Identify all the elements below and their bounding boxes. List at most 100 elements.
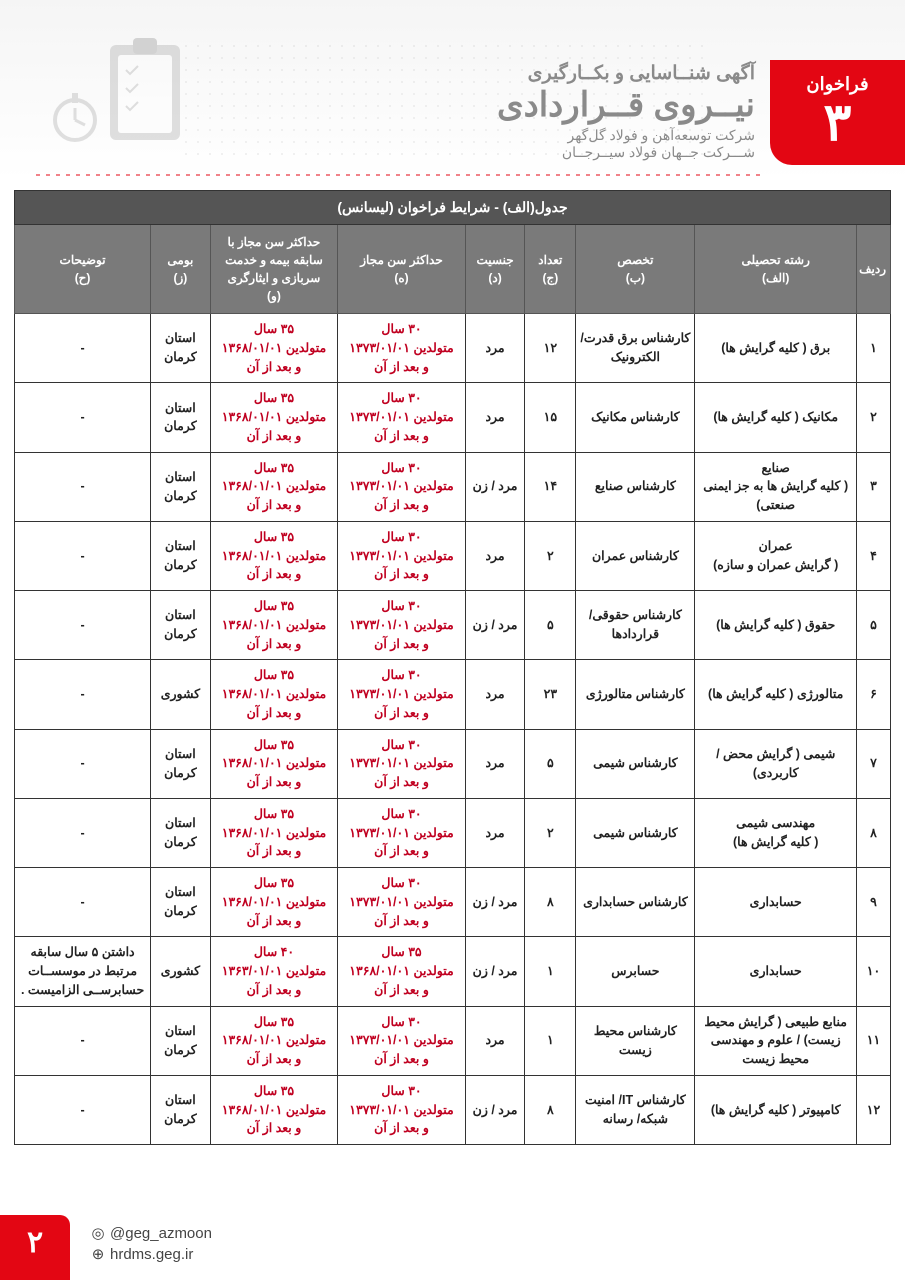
cell-age1: ۳۰ سالمتولدین ۱۳۷۳/۰۱/۰۱و بعد از آن bbox=[338, 591, 466, 660]
instagram-icon: ◎ bbox=[90, 1223, 106, 1244]
globe-icon: ⊕ bbox=[90, 1244, 106, 1265]
table-row: ۹حسابداریکارشناس حسابداری۸مرد / زن۳۰ سال… bbox=[15, 868, 891, 937]
cell-notes: - bbox=[15, 1006, 151, 1075]
table-row: ۷شیمی ( گرایش محض / کاربردی)کارشناس شیمی… bbox=[15, 729, 891, 798]
cell-age1: ۳۰ سالمتولدین ۱۳۷۳/۰۱/۰۱و بعد از آن bbox=[338, 314, 466, 383]
cell-field: عمران( گرایش عمران و سازه) bbox=[695, 521, 857, 590]
cell-notes: - bbox=[15, 660, 151, 729]
cell-notes: - bbox=[15, 452, 151, 521]
cell-age1: ۳۰ سالمتولدین ۱۳۷۳/۰۱/۰۱و بعد از آن bbox=[338, 383, 466, 452]
cell-notes: - bbox=[15, 729, 151, 798]
cell-spec: کارشناس محیط زیست bbox=[576, 1006, 695, 1075]
cell-gender: مرد bbox=[465, 660, 525, 729]
cell-spec: کارشناس متالورژی bbox=[576, 660, 695, 729]
table-caption-row: جدول(الف) - شرایط فراخوان (لیسانس) bbox=[15, 191, 891, 225]
title-line2: نیــروی قــراردادی bbox=[497, 85, 755, 125]
table-row: ۳صنایع( کلیه گرایش ها به جز ایمنی صنعتی)… bbox=[15, 452, 891, 521]
cell-native: استان کرمان bbox=[151, 383, 211, 452]
cell-count: ۲ bbox=[525, 798, 576, 867]
cell-spec: کارشناس شیمی bbox=[576, 798, 695, 867]
cell-spec: کارشناس حسابداری bbox=[576, 868, 695, 937]
cell-count: ۱ bbox=[525, 937, 576, 1006]
cell-gender: مرد bbox=[465, 383, 525, 452]
cell-rownum: ۵ bbox=[856, 591, 890, 660]
cell-count: ۸ bbox=[525, 1075, 576, 1144]
cell-age2: ۳۵ سالمتولدین ۱۳۶۸/۰۱/۰۱و بعد از آن bbox=[210, 660, 338, 729]
cell-rownum: ۸ bbox=[856, 798, 890, 867]
cell-rownum: ۱ bbox=[856, 314, 890, 383]
website-line: ⊕hrdms.geg.ir bbox=[90, 1244, 212, 1265]
cell-gender: مرد / زن bbox=[465, 1075, 525, 1144]
col-notes: توضیحات(ح) bbox=[15, 225, 151, 314]
instagram-line: ◎@geg_azmoon bbox=[90, 1223, 212, 1244]
cell-notes: - bbox=[15, 314, 151, 383]
cell-gender: مرد / زن bbox=[465, 937, 525, 1006]
cell-field: منابع طبیعی ( گرایش محیط زیست) / علوم و … bbox=[695, 1006, 857, 1075]
table-row: ۸مهندسی شیمی( کلیه گرایش ها)کارشناس شیمی… bbox=[15, 798, 891, 867]
cell-rownum: ۳ bbox=[856, 452, 890, 521]
cell-count: ۲۳ bbox=[525, 660, 576, 729]
cell-field: مکانیک ( کلیه گرایش ها) bbox=[695, 383, 857, 452]
conditions-table: جدول(الف) - شرایط فراخوان (لیسانس) ردیف … bbox=[14, 190, 891, 1145]
cell-native: استان کرمان bbox=[151, 591, 211, 660]
cell-age2: ۳۵ سالمتولدین ۱۳۶۸/۰۱/۰۱و بعد از آن bbox=[210, 383, 338, 452]
table-container: جدول(الف) - شرایط فراخوان (لیسانس) ردیف … bbox=[0, 180, 905, 1145]
col-field: رشته تحصیلی(الف) bbox=[695, 225, 857, 314]
social-links: ◎@geg_azmoon ⊕hrdms.geg.ir bbox=[90, 1223, 212, 1265]
page-footer: ۲ ◎@geg_azmoon ⊕hrdms.geg.ir bbox=[0, 1210, 905, 1250]
cell-spec: کارشناس مکانیک bbox=[576, 383, 695, 452]
cell-field: برق ( کلیه گرایش ها) bbox=[695, 314, 857, 383]
cell-spec: کارشناس حقوقی/قراردادها bbox=[576, 591, 695, 660]
cell-native: استان کرمان bbox=[151, 521, 211, 590]
cell-gender: مرد bbox=[465, 521, 525, 590]
cell-notes: - bbox=[15, 591, 151, 660]
cell-spec: کارشناس صنایع bbox=[576, 452, 695, 521]
cell-count: ۱ bbox=[525, 1006, 576, 1075]
cell-rownum: ۱۰ bbox=[856, 937, 890, 1006]
cell-rownum: ۲ bbox=[856, 383, 890, 452]
cell-spec: کارشناس برق قدرت/الکترونیک bbox=[576, 314, 695, 383]
col-spec: تخصص(ب) bbox=[576, 225, 695, 314]
cell-field: حقوق ( کلیه گرایش ها) bbox=[695, 591, 857, 660]
cell-native: استان کرمان bbox=[151, 798, 211, 867]
cell-gender: مرد bbox=[465, 314, 525, 383]
cell-field: کامپیوتر ( کلیه گرایش ها) bbox=[695, 1075, 857, 1144]
table-caption: جدول(الف) - شرایط فراخوان (لیسانس) bbox=[15, 191, 891, 225]
cell-gender: مرد / زن bbox=[465, 452, 525, 521]
header-divider bbox=[30, 174, 760, 176]
cell-native: کشوری bbox=[151, 660, 211, 729]
cell-gender: مرد bbox=[465, 798, 525, 867]
cell-native: استان کرمان bbox=[151, 1075, 211, 1144]
col-gender: جنسیت(د) bbox=[465, 225, 525, 314]
cell-rownum: ۹ bbox=[856, 868, 890, 937]
col-native: بومی(ز) bbox=[151, 225, 211, 314]
cell-notes: - bbox=[15, 521, 151, 590]
cell-native: استان کرمان bbox=[151, 314, 211, 383]
clipboard-icon bbox=[40, 30, 200, 170]
cell-age1: ۳۰ سالمتولدین ۱۳۷۳/۰۱/۰۱و بعد از آن bbox=[338, 452, 466, 521]
cell-notes: - bbox=[15, 798, 151, 867]
table-row: ۱۲کامپیوتر ( کلیه گرایش ها)کارشناس IT/ ا… bbox=[15, 1075, 891, 1144]
cell-notes: - bbox=[15, 1075, 151, 1144]
cell-age1: ۳۰ سالمتولدین ۱۳۷۳/۰۱/۰۱و بعد از آن bbox=[338, 868, 466, 937]
cell-age2: ۳۵ سالمتولدین ۱۳۶۸/۰۱/۰۱و بعد از آن bbox=[210, 1075, 338, 1144]
cell-age2: ۳۵ سالمتولدین ۱۳۶۸/۰۱/۰۱و بعد از آن bbox=[210, 452, 338, 521]
cell-gender: مرد bbox=[465, 729, 525, 798]
cell-age1: ۳۰ سالمتولدین ۱۳۷۳/۰۱/۰۱و بعد از آن bbox=[338, 798, 466, 867]
cell-rownum: ۱۱ bbox=[856, 1006, 890, 1075]
cell-spec: کارشناس عمران bbox=[576, 521, 695, 590]
cell-native: استان کرمان bbox=[151, 1006, 211, 1075]
cell-rownum: ۶ bbox=[856, 660, 890, 729]
cell-age2: ۴۰ سالمتولدین ۱۳۶۳/۰۱/۰۱و بعد از آن bbox=[210, 937, 338, 1006]
col-count: تعداد(ج) bbox=[525, 225, 576, 314]
table-row: ۶متالورژی ( کلیه گرایش ها)کارشناس متالور… bbox=[15, 660, 891, 729]
cell-field: شیمی ( گرایش محض / کاربردی) bbox=[695, 729, 857, 798]
cell-field: حسابداری bbox=[695, 937, 857, 1006]
badge-number: ۳ bbox=[770, 95, 905, 152]
table-row: ۱برق ( کلیه گرایش ها)کارشناس برق قدرت/ال… bbox=[15, 314, 891, 383]
cell-gender: مرد / زن bbox=[465, 591, 525, 660]
cell-age2: ۳۵ سالمتولدین ۱۳۶۸/۰۱/۰۱و بعد از آن bbox=[210, 1006, 338, 1075]
cell-age2: ۳۵ سالمتولدین ۱۳۶۸/۰۱/۰۱و بعد از آن bbox=[210, 314, 338, 383]
cell-age2: ۳۵ سالمتولدین ۱۳۶۸/۰۱/۰۱و بعد از آن bbox=[210, 729, 338, 798]
cell-rownum: ۱۲ bbox=[856, 1075, 890, 1144]
